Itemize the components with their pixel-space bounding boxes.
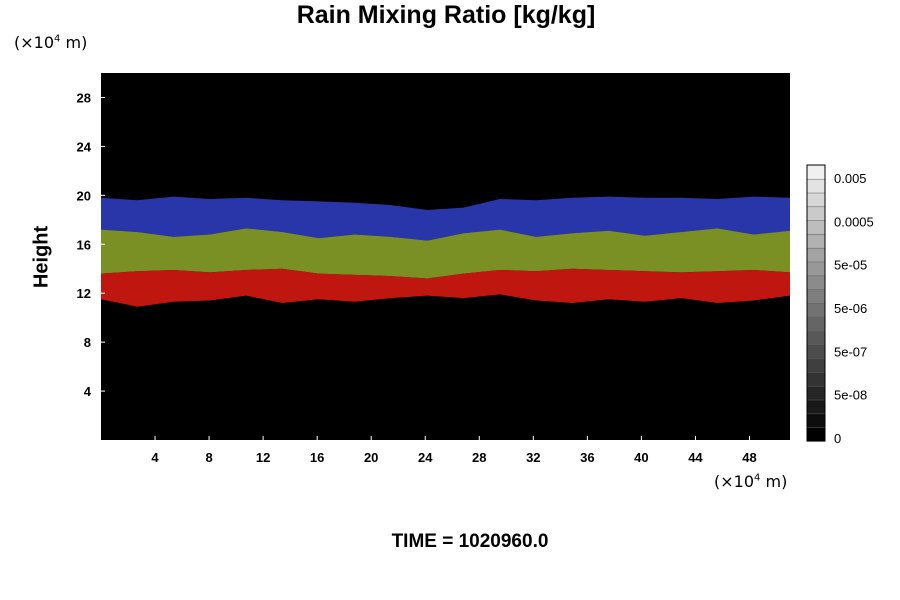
colorbar-frame [806, 164, 826, 442]
y-tick-label: 16 [77, 237, 91, 252]
colorbar-label: 0.0005 [834, 214, 874, 229]
x-tick-label: 48 [742, 450, 756, 465]
y-tick-label: 8 [84, 335, 91, 350]
x-tick-label: 40 [634, 450, 648, 465]
colorbar-cell [806, 385, 826, 401]
x-tick-label: 20 [364, 450, 378, 465]
colorbar-cell [806, 192, 826, 208]
band-middle [101, 228, 790, 279]
colorbar-cell [806, 261, 826, 277]
colorbar-cell [806, 302, 826, 318]
x-tick-label: 44 [688, 450, 703, 465]
colorbar-cell [806, 206, 826, 221]
colorbar-cell [806, 426, 826, 442]
colorbar-cell [806, 178, 826, 194]
y-tick-label: 28 [77, 90, 91, 105]
colorbar-cell [806, 357, 826, 373]
y-axis-title: Height [30, 225, 53, 289]
colorbar-cell [806, 275, 826, 290]
x-tick-label: 32 [526, 450, 540, 465]
time-label: TIME = 1020960.0 [391, 531, 549, 552]
colorbar-cell [806, 371, 826, 387]
colorbar-label: 5e-05 [834, 258, 867, 273]
y-tick-label: 20 [77, 188, 91, 203]
colorbar-cell [806, 219, 826, 235]
colorbar-label: 5e-07 [834, 344, 867, 359]
colorbar-cell [806, 399, 826, 415]
chart-title: Rain Mixing Ratio [kg/kg] [296, 1, 596, 29]
x-tick-label: 28 [472, 450, 486, 465]
colorbar-cell [806, 233, 826, 249]
colorbar-cell [806, 288, 826, 304]
x-tick-label: 12 [256, 450, 270, 465]
colorbar-cell [806, 247, 826, 263]
y-tick-label: 12 [77, 286, 91, 301]
y-tick-label: 24 [77, 139, 92, 154]
colorbar-label: 0.005 [834, 171, 867, 186]
x-tick-label: 36 [580, 450, 594, 465]
colorbar-label: 0 [834, 431, 841, 446]
x-tick-label: 16 [310, 450, 324, 465]
band-lower [101, 268, 790, 307]
x-tick-label: 8 [205, 450, 212, 465]
x-unit-label: (×104 m) [714, 472, 788, 491]
colorbar-cell [806, 316, 826, 332]
colorbar-cell [806, 413, 826, 428]
y-tick-label: 4 [84, 384, 92, 399]
colorbar-cell [806, 344, 826, 359]
colorbar-cell [806, 330, 826, 346]
x-tick-label: 24 [418, 450, 433, 465]
colorbar-label: 5e-06 [834, 301, 867, 316]
band-upper [101, 196, 790, 241]
x-tick-label: 4 [151, 450, 159, 465]
colorbar-label: 5e-08 [834, 388, 867, 403]
y-unit-label: (×104 m) [14, 33, 88, 52]
colorbar-cell [806, 164, 826, 180]
